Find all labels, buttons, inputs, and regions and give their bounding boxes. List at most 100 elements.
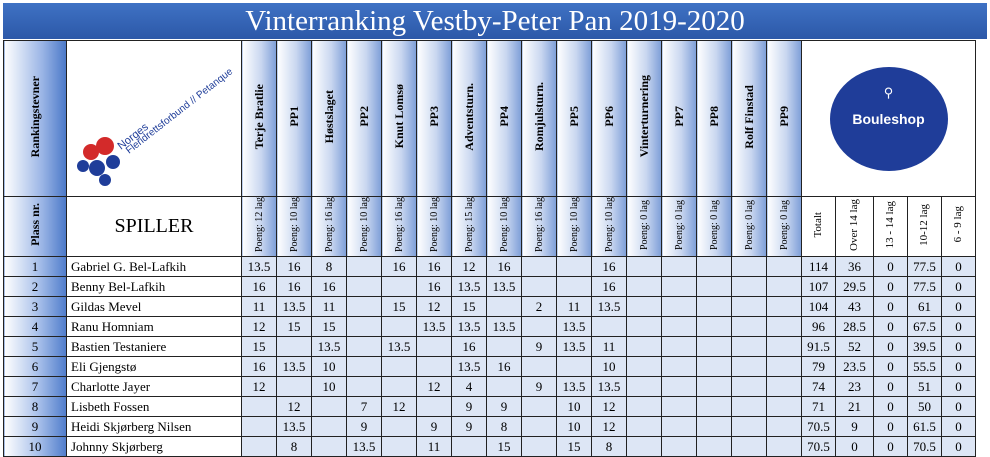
summary-cell: 50	[907, 396, 942, 417]
score-cell	[521, 416, 557, 437]
event-header: PP9	[766, 40, 802, 197]
summary-cell: 0	[941, 276, 976, 297]
summary-cell: 70.5	[801, 436, 836, 457]
event-header: Romjulsturn.	[521, 40, 557, 197]
summary-cell: 0	[873, 436, 908, 457]
score-cell	[416, 336, 452, 357]
score-cell	[696, 336, 732, 357]
score-cell: 13.5	[416, 316, 452, 337]
score-cell	[381, 276, 417, 297]
score-cell: 2	[521, 296, 557, 317]
score-cell	[346, 356, 382, 377]
score-cell: 13.5	[451, 276, 487, 297]
player-name-cell: Gildas Mevel	[66, 296, 242, 317]
score-cell: 16	[416, 256, 452, 277]
table-row: 6 Eli Gjengstø 16 13.5 10 13.5 16 10 79 23.5 0 55.5…	[3, 356, 976, 377]
score-cell	[731, 396, 767, 417]
score-cell: 10	[556, 416, 592, 437]
federation-logo: Norges Fleridrettsforbund // Petanque	[66, 40, 242, 197]
score-cell: 11	[556, 296, 592, 317]
score-cell	[731, 296, 767, 317]
score-cell: 16	[416, 276, 452, 297]
summary-cell: 28.5	[835, 316, 874, 337]
score-cell	[626, 256, 662, 277]
summary-cell: 74	[801, 376, 836, 397]
score-cell	[661, 296, 697, 317]
score-cell	[346, 276, 382, 297]
summary-cell: 70.5	[801, 416, 836, 437]
score-cell: 12	[276, 396, 312, 417]
points-header: Poeng: 0 lag	[626, 196, 662, 257]
plass-cell: 6	[3, 356, 67, 377]
summary-cell: 77.5	[907, 256, 942, 277]
score-cell: 16	[486, 356, 522, 377]
score-cell: 8	[591, 436, 627, 457]
summary-cell: 0	[941, 436, 976, 457]
score-cell	[521, 276, 557, 297]
points-header: Poeng: 10 lag	[346, 196, 382, 257]
score-cell	[626, 356, 662, 377]
points-header: Poeng: 10 lag	[416, 196, 452, 257]
event-header: PP1	[276, 40, 312, 197]
score-cell: 13.5	[241, 256, 277, 277]
score-cell: 13.5	[451, 356, 487, 377]
score-cell	[661, 316, 697, 337]
score-cell	[661, 276, 697, 297]
player-name-cell: Gabriel G. Bel-Lafkih	[66, 256, 242, 277]
sponsor-logo-cell: ⚲ Bouleshop	[801, 40, 976, 197]
score-cell: 13.5	[556, 336, 592, 357]
score-cell	[626, 296, 662, 317]
score-cell	[661, 436, 697, 457]
rankingstevner-header: Rankingstevner	[3, 40, 67, 197]
summary-header: Totalt	[801, 196, 836, 257]
summary-cell: 0	[873, 256, 908, 277]
score-cell: 16	[591, 276, 627, 297]
event-header: PP4	[486, 40, 522, 197]
plass-cell: 5	[3, 336, 67, 357]
summary-cell: 23.5	[835, 356, 874, 377]
boule-icon: ⚲	[883, 84, 894, 100]
score-cell: 9	[486, 396, 522, 417]
plass-cell: 1	[3, 256, 67, 277]
event-header: Terje Bratlie	[241, 40, 277, 197]
bouleshop-logo: ⚲ Bouleshop	[829, 66, 948, 171]
score-cell: 4	[451, 376, 487, 397]
score-cell	[521, 436, 557, 457]
summary-cell: 29.5	[835, 276, 874, 297]
plass-cell: 4	[3, 316, 67, 337]
score-cell	[626, 276, 662, 297]
summary-cell: 43	[835, 296, 874, 317]
score-cell: 12	[241, 376, 277, 397]
summary-cell: 77.5	[907, 276, 942, 297]
plass-header: Plass nr.	[3, 196, 67, 257]
player-name-cell: Charlotte Jayer	[66, 376, 242, 397]
score-cell	[696, 316, 732, 337]
summary-header: 13 - 14 lag	[873, 196, 908, 257]
event-header: PP6	[591, 40, 627, 197]
summary-cell: 79	[801, 356, 836, 377]
score-cell: 13.5	[591, 376, 627, 397]
score-cell: 13.5	[276, 356, 312, 377]
score-cell	[486, 376, 522, 397]
score-cell	[766, 416, 802, 437]
score-cell: 8	[311, 256, 347, 277]
summary-cell: 0	[941, 416, 976, 437]
score-cell: 16	[276, 276, 312, 297]
summary-header: Over 14 lag	[835, 196, 874, 257]
summary-cell: 0	[873, 396, 908, 417]
summary-cell: 0	[873, 376, 908, 397]
score-cell	[486, 296, 522, 317]
summary-cell: 51	[907, 376, 942, 397]
federation-logo-graphic: Norges Fleridrettsforbund // Petanque	[77, 65, 235, 186]
points-header: Poeng: 0 lag	[696, 196, 732, 257]
points-header: Poeng: 12 lag	[241, 196, 277, 257]
summary-cell: 107	[801, 276, 836, 297]
score-cell: 13.5	[486, 276, 522, 297]
points-header: Poeng: 10 lag	[591, 196, 627, 257]
score-cell	[311, 396, 347, 417]
event-header: Høstslaget	[311, 40, 347, 197]
player-name-cell: Lisbeth Fossen	[66, 396, 242, 417]
points-header: Poeng: 16 lag	[381, 196, 417, 257]
sponsor-name: Bouleshop	[852, 110, 925, 127]
summary-cell: 0	[873, 316, 908, 337]
